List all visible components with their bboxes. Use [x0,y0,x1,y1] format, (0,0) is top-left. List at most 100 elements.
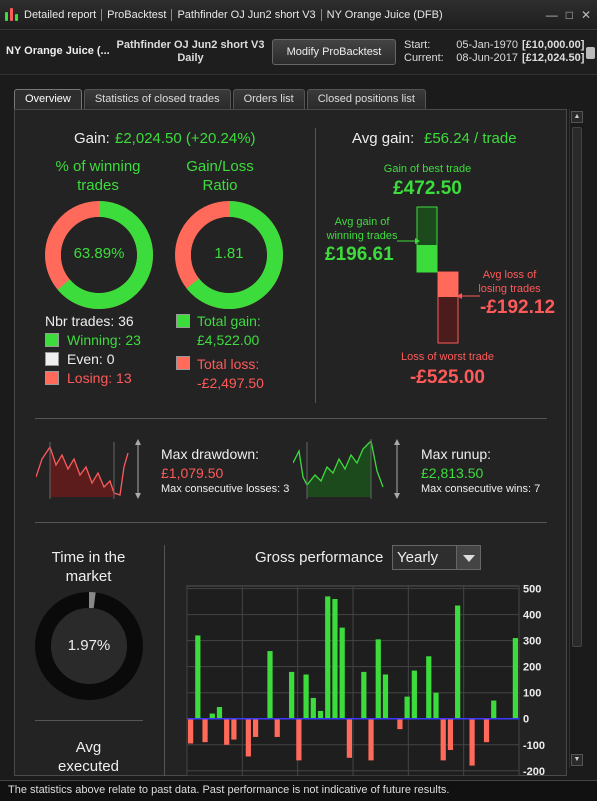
max-drawdown-label: Max drawdown: [161,446,260,462]
y-tick-label: 200 [523,662,541,674]
date-range: Start: 05-Jan-1970 [£10,000.00] Current:… [404,39,584,65]
start-label: Start: [404,39,431,51]
period-select[interactable]: Yearly [392,545,481,570]
current-label: Current: [404,52,444,64]
modify-probacktest-button[interactable]: Modify ProBacktest [272,39,396,65]
bar-positive [491,700,497,719]
y-tick-label: 100 [523,688,541,700]
bar-positive [339,627,345,719]
donut-value-arc [57,201,153,309]
losing-count: Losing: 13 [67,370,132,386]
avg-loss-value: -£192.12 [480,297,556,318]
donut-value-arc [186,201,283,309]
scroll-down-icon[interactable]: ▼ [571,754,583,766]
y-tick-label: -200 [523,766,545,776]
maximize-button[interactable]: □ [565,8,573,22]
y-tick-label: 500 [523,584,541,596]
scroll-thumb[interactable] [572,127,582,647]
start-date: 05-Jan-1970 [456,39,518,51]
scroll-up-icon[interactable]: ▲ [571,111,583,123]
close-button[interactable]: ✕ [580,8,591,22]
avg-gain-label: Avg gain: [352,130,415,147]
bar-negative [483,718,490,743]
section-divider-2 [164,545,165,776]
divider-1 [35,418,547,419]
gross-performance-label: Gross performance [255,549,384,566]
total-loss-label: Total loss: [197,356,260,372]
avg-loss-label: Avg loss of losing trades [478,269,541,295]
gain-loss-donut [175,201,283,309]
tab-statistics-closed-trades[interactable]: Statistics of closed trades [83,89,231,109]
time-in-market-value: 1.97% [67,637,111,654]
total-loss-swatch [176,356,190,370]
title-instrument: NY Orange Juice (DFB) [326,8,443,21]
title-detailed-report: Detailed report [24,8,97,21]
tab-orders-list[interactable]: Orders list [232,89,305,109]
donut-hole [61,217,137,293]
bar-negative [296,718,302,761]
bar-positive [411,670,417,719]
current-amount: [£12,024.50] [522,52,585,64]
bar-negative [440,718,446,761]
gl-ratio-title: Gain/Loss Ratio [186,158,254,194]
worst-trade-value: -£525.00 [409,367,485,388]
vertical-scrollbar[interactable]: ▲ ▼ [569,109,583,768]
strategy-name: Pathfinder OJ Jun2 short V3 [116,39,265,51]
strategy-info: Pathfinder OJ Jun2 short V3 Daily [113,39,268,65]
drawdown-chart [36,439,141,499]
avg-win-label: Avg gain of winning trades [326,216,398,242]
divider-2 [35,522,547,523]
bar-positive [433,692,439,719]
bar-positive [317,710,324,719]
app-logo-icon [5,7,19,22]
winning-count: Winning: 23 [67,332,141,348]
report-header: NY Orange Juice (... Pathfinder OJ Jun2 … [0,31,597,75]
minimize-button[interactable]: — [545,8,558,22]
even-count: Even: 0 [67,351,115,367]
bar-positive [404,696,410,719]
winning-trades-donut [45,201,153,309]
current-date: 08-Jun-2017 [456,52,518,64]
timeframe: Daily [177,52,204,64]
best-trade-label: Gain of best trade [383,163,472,175]
gl-ratio-value: 1.81 [214,245,244,262]
bar-positive [512,638,518,719]
max-runup-value: £2,813.50 [421,465,484,481]
title-probacktest: ProBacktest [107,8,167,21]
bar-positive [195,635,201,719]
bar-positive [332,599,338,719]
bar-negative [245,718,251,757]
bar-positive [209,713,215,719]
lock-icon[interactable] [586,47,595,59]
disclaimer-footer: The statistics above relate to past data… [0,780,597,801]
avg-gain-value: £56.24 / trade [424,130,517,147]
y-tick-label: 300 [523,636,541,648]
bar-negative [202,718,208,743]
y-tick-label: 0 [523,714,529,726]
winning-pct: 63.89% [73,245,125,262]
avg-executed-label: Avg executed [58,739,119,775]
bar-negative [447,718,454,750]
divider-3 [35,720,143,721]
bar-negative [469,718,475,766]
total-gain: £4,522.00 [197,332,260,348]
chevron-down-icon[interactable] [456,546,480,569]
bar-positive [375,639,381,719]
y-tick-label: -100 [523,740,545,752]
best-trade-value: £472.50 [393,178,462,199]
bar-positive [216,707,223,719]
bar-positive [303,674,309,719]
bar-negative [188,718,194,744]
bar-negative [397,718,403,730]
gross-performance-chart: 500 400 300 200 100 0 -100 -200 [186,584,545,776]
bar-positive [426,656,432,719]
winning-title: % of winning trades [55,158,141,194]
total-gain-label: Total gain: [197,313,261,329]
title-bar: Detailed report ProBacktest Pathfinder O… [0,0,597,30]
losing-swatch [45,371,59,385]
gain-value: £2,024.50 (+20.24%) [115,130,256,147]
bar-negative [252,718,259,737]
tab-overview[interactable]: Overview [14,89,82,109]
tab-closed-positions-list[interactable]: Closed positions list [306,89,426,109]
bar-positive [325,596,331,719]
